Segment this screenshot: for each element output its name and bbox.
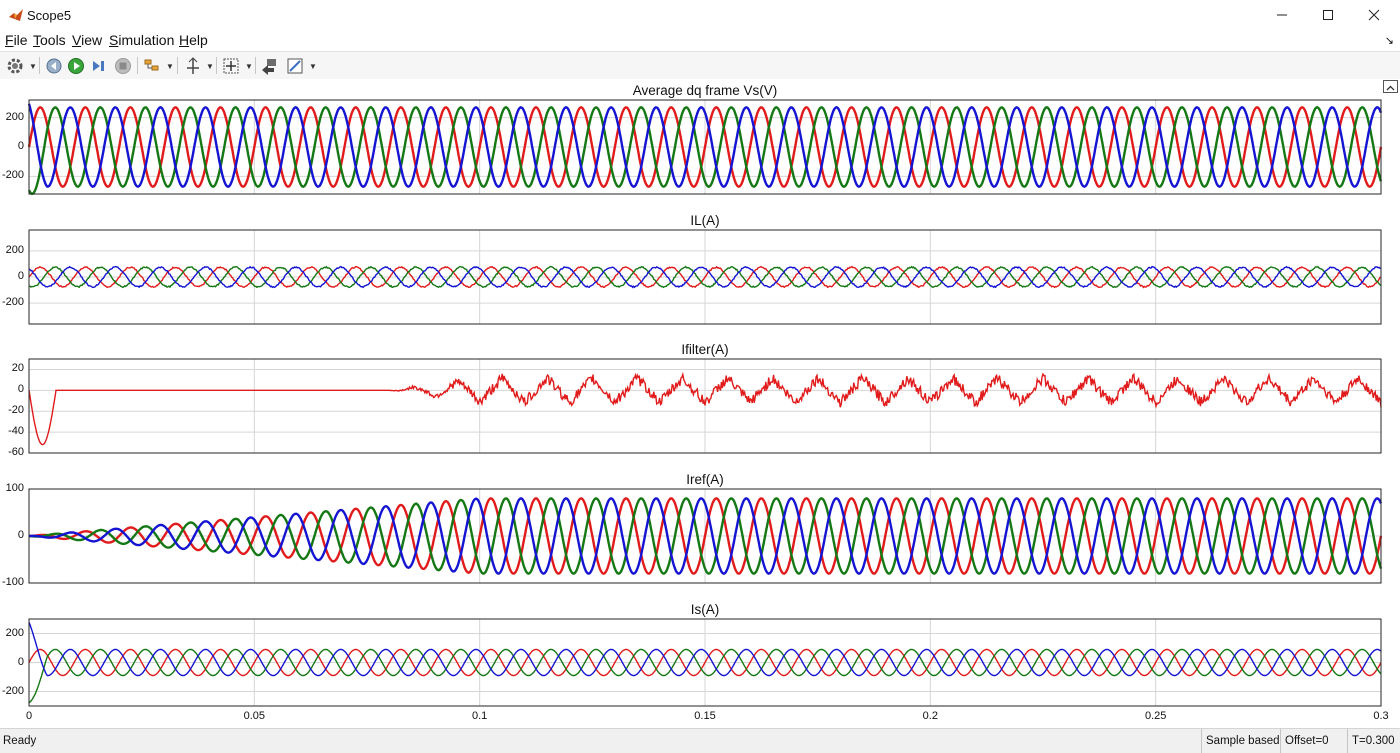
cursor-dropdown-icon[interactable]: ▼ [206,62,214,71]
dock-arrow-icon[interactable]: ↘ [1384,35,1394,47]
y-tick-label: 100 [5,482,24,494]
stop-icon[interactable] [113,56,133,76]
y-tick-label: 200 [5,110,24,123]
y-tick-label: -200 [1,684,24,697]
window-title: Scope5 [27,8,72,23]
x-tick-label: 0.1 [472,710,488,722]
toolbar-separator [255,57,256,74]
y-tick-label: 200 [5,626,24,639]
y-tick-label: 0 [17,383,24,396]
axes-title-ifilter: Ifilter(A) [681,342,729,357]
step-forward-icon[interactable] [89,56,109,76]
axes-title-is: Is(A) [690,602,720,617]
status-bar: Ready Sample based Offset=0 T=0.300 [0,728,1400,753]
y-tick-label: 0 [17,140,24,152]
step-back-icon[interactable] [44,56,64,76]
y-tick-label: 0 [17,270,24,282]
axes-title-il: IL(A) [690,213,720,228]
x-tick-label: 0 [25,710,33,722]
menu-simulation[interactable]: Simulation [109,32,175,48]
y-tick-label: -200 [1,296,24,309]
x-tick-label: 0.2 [922,710,938,722]
x-tick-label: 0.05 [243,710,266,722]
matlab-logo-icon [9,9,23,21]
maximize-button[interactable] [1305,0,1351,30]
scope-plot-area [0,79,1400,728]
y-tick-label: -60 [8,446,24,458]
axes-title-iref: Iref(A) [686,472,724,487]
style-dropdown-icon[interactable]: ▼ [309,62,317,71]
run-icon[interactable] [66,56,86,76]
toolbar-separator [137,57,138,74]
title-bar: Scope5 [0,0,1400,30]
menu-file[interactable]: File [5,32,28,48]
minimize-icon [1277,14,1287,16]
minimize-button[interactable] [1259,0,1305,30]
highlight-dropdown-icon[interactable]: ▼ [166,62,174,71]
y-tick-label: -40 [8,425,24,438]
toolbar-separator [216,57,217,74]
arrow-up-icon [1386,85,1395,91]
x-tick-label: 0.15 [694,710,716,722]
y-tick-label: -20 [8,404,24,417]
toolbar-separator [39,57,40,74]
menu-tools[interactable]: Tools [33,32,66,48]
toolbar-separator [177,57,178,74]
time-readout: T=0.300 [1347,729,1400,753]
menu-view[interactable]: View [72,32,103,48]
undock-axes-button[interactable] [1383,80,1398,93]
close-button[interactable] [1351,0,1397,30]
axes-title-vs: Average dq frame Vs(V) [632,83,778,98]
zoom-fit-icon[interactable] [221,56,241,76]
close-icon [1368,9,1380,21]
y-tick-label: 0 [17,529,24,541]
sample-mode: Sample based [1201,729,1280,753]
menu-help[interactable]: Help [179,32,208,48]
bring-to-front-icon[interactable] [259,56,279,76]
y-tick-label: -200 [1,169,24,182]
status-text: Ready [3,735,37,747]
y-tick-label: -100 [1,576,24,588]
maximize-icon [1323,10,1333,20]
y-tick-label: 0 [17,655,24,668]
toolbar: ▼ ▼ ▼ ▼ ▼ [0,51,1400,80]
offset-readout: Offset=0 [1280,729,1345,753]
y-tick-label: 200 [5,243,24,256]
cursor-measure-icon[interactable] [183,56,203,76]
settings-icon[interactable] [5,56,25,76]
highlight-icon[interactable] [142,56,162,76]
x-tick-label: 0.25 [1144,710,1167,722]
y-tick-label: 20 [11,362,24,375]
settings-dropdown-icon[interactable]: ▼ [29,62,37,71]
x-tick-label: 0.3 [1373,710,1389,722]
style-icon[interactable] [285,56,305,76]
menu-bar: File Tools View Simulation Help ↘ [0,30,1400,51]
zoom-dropdown-icon[interactable]: ▼ [245,62,253,71]
